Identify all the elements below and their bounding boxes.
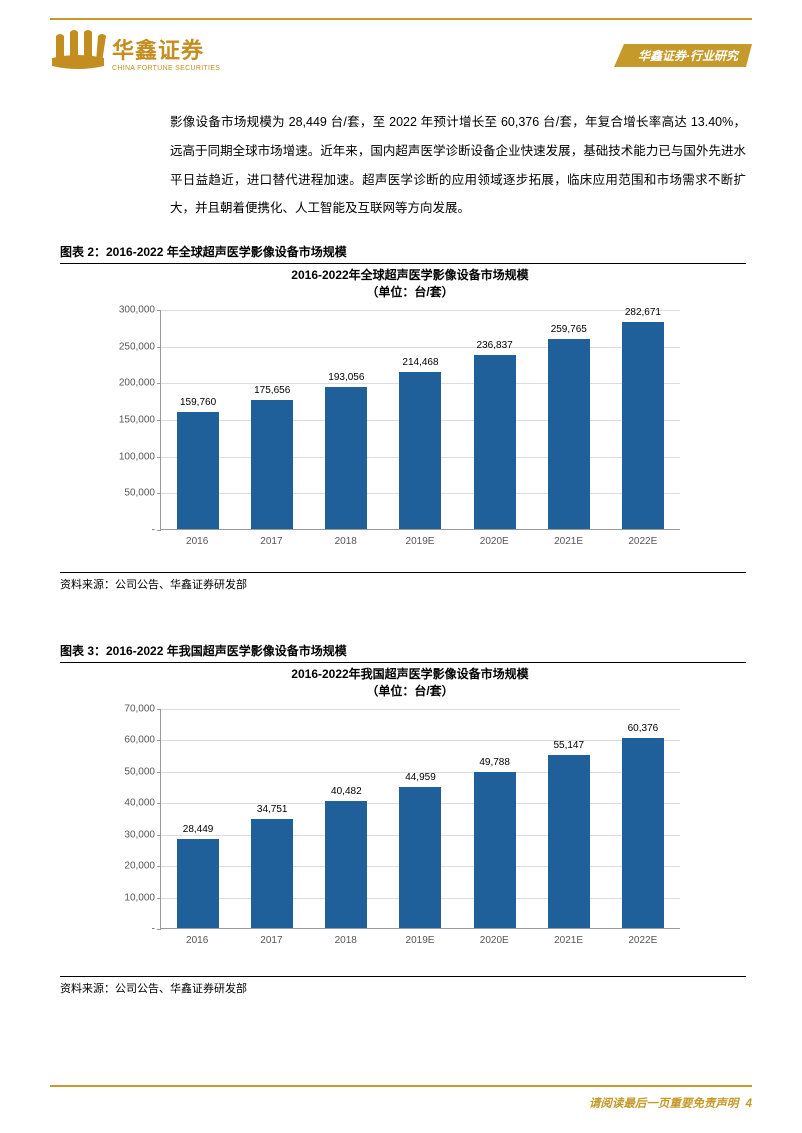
x-tick-label: 2022E <box>613 536 673 547</box>
y-tick-label: 100,000 <box>119 451 161 462</box>
bar-value-label: 55,147 <box>553 740 584 751</box>
bar-value-label: 28,449 <box>183 824 214 835</box>
x-axis-labels-1: 2016 2017 2018 2019E 2020E 2021E 2022E <box>160 536 680 547</box>
x-tick-label: 2022E <box>613 935 673 946</box>
bar <box>622 322 664 529</box>
x-tick-label: 2017 <box>241 935 301 946</box>
bar-group: 193,056 <box>316 387 376 529</box>
y-tick-label: 30,000 <box>124 829 161 840</box>
bar <box>325 387 367 529</box>
y-tick-label: 200,000 <box>119 378 161 389</box>
x-tick-label: 2019E <box>390 536 450 547</box>
x-tick-label: 2017 <box>241 536 301 547</box>
y-tick-label: 20,000 <box>124 861 161 872</box>
company-logo: 华鑫证券 CHINA FORTUNE SECURITIES <box>50 30 220 74</box>
y-tick-label: 250,000 <box>119 341 161 352</box>
bar-group: 28,449 <box>168 839 228 928</box>
x-tick-label: 2019E <box>390 935 450 946</box>
y-tick-label: - <box>152 525 161 536</box>
bar-group: 60,376 <box>613 738 673 928</box>
y-tick-label: 60,000 <box>124 735 161 746</box>
bar <box>251 819 293 928</box>
bar-value-label: 175,656 <box>254 385 290 396</box>
bar <box>177 839 219 928</box>
y-tick-label: 70,000 <box>124 704 161 715</box>
bar-value-label: 214,468 <box>402 357 438 368</box>
figure-2-caption: 图表 2：2016-2022 年全球超声医学影像设备市场规模 <box>60 243 746 264</box>
y-tick-label: 10,000 <box>124 892 161 903</box>
bar-group: 55,147 <box>539 755 599 928</box>
plot-area-1: -50,000100,000150,000200,000250,000300,0… <box>160 310 680 530</box>
x-tick-label: 2016 <box>167 536 227 547</box>
bar-value-label: 44,959 <box>405 772 436 783</box>
y-tick-label: 300,000 <box>119 305 161 316</box>
bar-value-label: 159,760 <box>180 397 216 408</box>
bar-group: 214,468 <box>390 372 450 529</box>
bar <box>177 412 219 529</box>
x-tick-label: 2018 <box>316 935 376 946</box>
bar-group: 49,788 <box>465 772 525 928</box>
x-tick-label: 2020E <box>464 536 524 547</box>
bar-value-label: 282,671 <box>625 307 661 318</box>
bar-group: 259,765 <box>539 339 599 529</box>
figure-3-source: 资料来源：公司公告、华鑫证券研发部 <box>60 976 746 996</box>
footer-text: 请阅读最后一页重要免责声明 <box>589 1098 739 1110</box>
logo-icon <box>50 30 106 74</box>
figure-3-caption: 图表 3：2016-2022 年我国超声医学影像设备市场规模 <box>60 642 746 663</box>
bar-group: 159,760 <box>168 412 228 529</box>
bar <box>548 755 590 928</box>
x-tick-label: 2020E <box>464 935 524 946</box>
figure-2-chart: 2016-2022年全球超声医学影像设备市场规模 （单位：台/套） -50,00… <box>110 266 710 566</box>
x-axis-labels-2: 2016 2017 2018 2019E 2020E 2021E 2022E <box>160 935 680 946</box>
x-tick-label: 2021E <box>539 536 599 547</box>
x-tick-label: 2021E <box>539 935 599 946</box>
bar <box>622 738 664 928</box>
chart-title-line2: （单位：台/套） <box>110 283 710 300</box>
footer-disclaimer: 请阅读最后一页重要免责声明 4 <box>589 1095 752 1111</box>
bar-value-label: 40,482 <box>331 786 362 797</box>
x-tick-label: 2018 <box>316 536 376 547</box>
bar-group: 236,837 <box>465 355 525 529</box>
y-tick-label: 50,000 <box>124 766 161 777</box>
bar-value-label: 193,056 <box>328 372 364 383</box>
bar <box>548 339 590 529</box>
bars-row: 159,760175,656193,056214,468236,837259,7… <box>161 310 680 529</box>
bar <box>325 801 367 928</box>
y-tick-label: 150,000 <box>119 415 161 426</box>
bars-row: 28,44934,75140,48244,95949,78855,14760,3… <box>161 709 680 928</box>
y-tick-label: - <box>152 924 161 935</box>
plot-area-2: -10,00020,00030,00040,00050,00060,00070,… <box>160 709 680 929</box>
logo-text-main: 华鑫证券 <box>112 33 220 65</box>
bar-value-label: 49,788 <box>479 757 510 768</box>
bar <box>474 772 516 928</box>
bar <box>399 787 441 928</box>
top-border <box>50 18 752 20</box>
chart-title-line2: （单位：台/套） <box>110 682 710 699</box>
bar-group: 34,751 <box>242 819 302 928</box>
bar-group: 175,656 <box>242 400 302 529</box>
figure-3-chart: 2016-2022年我国超声医学影像设备市场规模 （单位：台/套） -10,00… <box>110 665 710 965</box>
bar <box>474 355 516 529</box>
header-tag: 华鑫证券·行业研究 <box>614 44 752 67</box>
bar <box>399 372 441 529</box>
bar-group: 282,671 <box>613 322 673 529</box>
body-paragraph: 影像设备市场规模为 28,449 台/套，至 2022 年预计增长至 60,37… <box>170 108 746 223</box>
bar-value-label: 259,765 <box>551 324 587 335</box>
bar-value-label: 60,376 <box>628 723 659 734</box>
y-tick-label: 50,000 <box>124 488 161 499</box>
x-tick-label: 2016 <box>167 935 227 946</box>
chart-title-line1: 2016-2022年我国超声医学影像设备市场规模 <box>110 665 710 682</box>
figure-2-source: 资料来源：公司公告、华鑫证券研发部 <box>60 572 746 592</box>
logo-text-sub: CHINA FORTUNE SECURITIES <box>112 65 220 72</box>
bar-value-label: 34,751 <box>257 804 288 815</box>
bar-value-label: 236,837 <box>477 340 513 351</box>
bar <box>251 400 293 529</box>
y-tick-label: 40,000 <box>124 798 161 809</box>
bar-group: 44,959 <box>390 787 450 928</box>
footer-page: 4 <box>746 1098 752 1110</box>
chart-title-line1: 2016-2022年全球超声医学影像设备市场规模 <box>110 266 710 283</box>
bottom-border <box>50 1085 752 1087</box>
bar-group: 40,482 <box>316 801 376 928</box>
